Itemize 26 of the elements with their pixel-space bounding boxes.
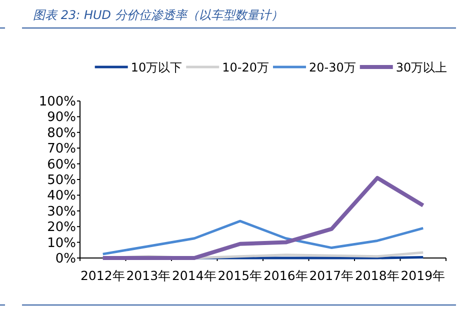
y-tick-label: 60% (47, 157, 76, 172)
y-tick-label: 50% (47, 173, 76, 188)
y-tick-label: 0% (55, 252, 76, 266)
y-tick-label: 90% (47, 110, 76, 126)
x-tick-label: 2014年 (172, 268, 217, 283)
y-tick-label: 20% (47, 220, 76, 236)
legend-label: 30万以上 (396, 60, 448, 74)
x-tick-label: 2019年 (400, 268, 446, 283)
chart-title: 图表 23: HUD 分价位渗透率（以车型数量计） (33, 8, 283, 22)
y-tick-label: 80% (47, 126, 76, 141)
y-tick-label: 100% (38, 94, 76, 110)
y-tick-label: 40% (47, 188, 76, 204)
y-tick-label: 10% (47, 236, 76, 251)
x-tick-label: 2016年 (263, 268, 308, 283)
x-tick-label: 2017年 (309, 268, 354, 283)
legend-label: 10-20万 (222, 60, 269, 74)
legend-label: 10万以下 (130, 60, 182, 74)
x-tick-label: 2018年 (354, 268, 400, 283)
line-series (100, 176, 426, 260)
line-series (102, 220, 424, 256)
x-tick-label: 2012年 (80, 268, 126, 283)
legend-label: 20-30万 (309, 60, 356, 74)
y-tick-label: 70% (47, 142, 76, 157)
y-tick-label: 30% (47, 204, 76, 220)
x-tick-label: 2013年 (126, 268, 172, 283)
x-tick-label: 2015年 (218, 268, 263, 283)
